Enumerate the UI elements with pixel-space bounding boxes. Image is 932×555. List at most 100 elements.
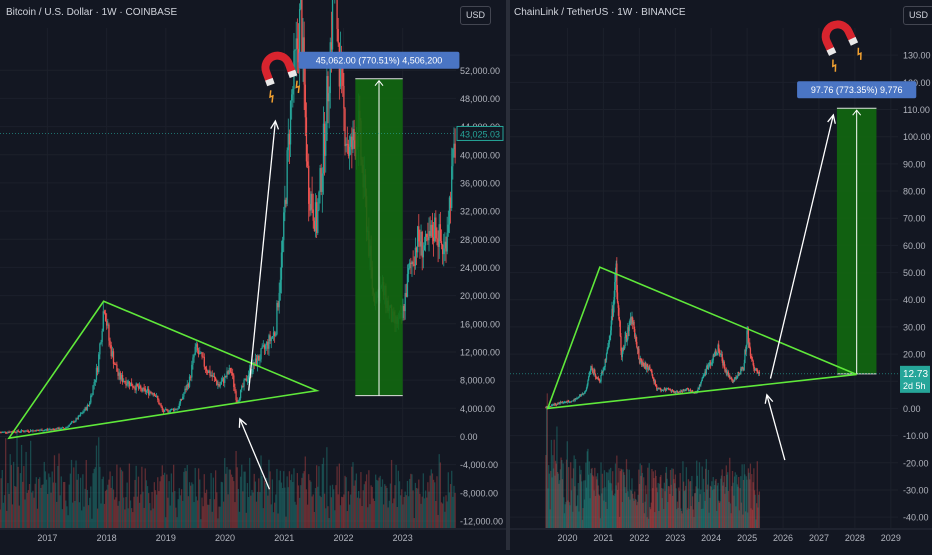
volume-bar [297,485,300,528]
candle-body [319,168,321,193]
candle-body [184,388,186,394]
candle-body [682,389,684,392]
candle-body [210,375,212,377]
candle-body [291,94,293,101]
y-tick-label: 40.00 [903,295,926,305]
volume-bar [625,493,627,528]
volume-bar [407,496,410,528]
candle-body [715,350,717,356]
candle-body [624,336,626,347]
volume-bar [757,507,759,528]
candle-body [674,390,677,394]
volume-bar [323,493,326,528]
volume-bar [23,466,25,528]
candle-body [591,366,593,369]
candle-body [564,402,566,404]
volume-bar [188,482,191,528]
volume-bar [405,495,407,528]
btc-unit-button[interactable]: USD [460,6,492,25]
volume-bar [183,471,185,528]
volume-bar [152,508,154,528]
candle-body [262,345,264,347]
volume-bar [623,474,626,528]
candle-body [586,384,588,388]
volume-bar [258,478,260,528]
candle-body [453,143,455,149]
candle-body [686,388,688,390]
link-unit-button[interactable]: USD [903,6,932,25]
candle-body [112,351,115,364]
volume-bar [427,482,429,528]
volume-bar [203,474,205,528]
y-tick-label: -8,000.00 [460,488,498,498]
candle-body [226,371,228,378]
candle-body [740,368,742,374]
volume-bar [107,484,109,528]
candle-body [22,430,24,432]
volume-bar [74,500,76,528]
candle-body [647,369,650,371]
volume-bar [693,517,695,528]
candle-body [275,334,277,336]
candle-body [618,307,620,320]
y-tick-label: 20,000.00 [460,291,500,301]
candle-body [241,386,243,390]
volume-bar [645,485,647,528]
candle-body [666,388,668,390]
candle-body [326,76,328,141]
x-tick-label: 2020 [557,533,577,543]
candle-body [673,391,675,393]
candle-body [346,143,348,145]
volume-bar [207,504,209,528]
volume-bar [586,451,588,528]
candle-body [729,375,731,379]
volume-bar [19,473,22,528]
volume-bar [225,473,227,528]
candle-body [579,394,582,397]
candle-body [621,352,624,358]
candle-body [3,431,6,433]
volume-bar [756,461,758,528]
volume-bar [719,501,721,528]
triangle-pattern [7,300,320,440]
volume-bar [287,487,289,528]
volume-bar [86,489,89,528]
volume-bar [553,439,555,528]
volume-bar [161,465,163,528]
candle-body [330,42,333,50]
candle-body [644,363,646,369]
candle-body [616,292,619,303]
y-tick-label: 52,000.00 [460,66,500,76]
volume-bar [254,481,257,528]
volume-bar [616,455,618,528]
volume-bar [550,439,553,528]
candle-body [149,391,151,395]
candle-body [87,404,90,406]
volume-bar [34,483,36,528]
volume-bar [18,505,20,528]
volume-bar [571,478,573,528]
candle-body [421,231,423,258]
volume-bar [318,466,320,528]
candle-body [48,429,50,431]
volume-bar [16,432,18,528]
volume-bar [321,464,323,528]
candle-body [101,330,103,342]
candle-body [270,337,272,342]
volume-bar [93,468,95,528]
volume-bar [689,481,692,528]
candle-body [619,321,621,337]
volume-bar [429,475,431,528]
volume-bar [384,484,386,528]
x-tick-label: 2023 [393,533,413,543]
volume-bar [235,450,237,528]
volume-bar [234,502,236,528]
volume-bar [574,459,577,528]
volume-bar [134,479,136,528]
candle-body [717,344,719,354]
candle-body [727,372,729,374]
volume-bar [108,479,110,528]
volume-bar [426,497,428,528]
